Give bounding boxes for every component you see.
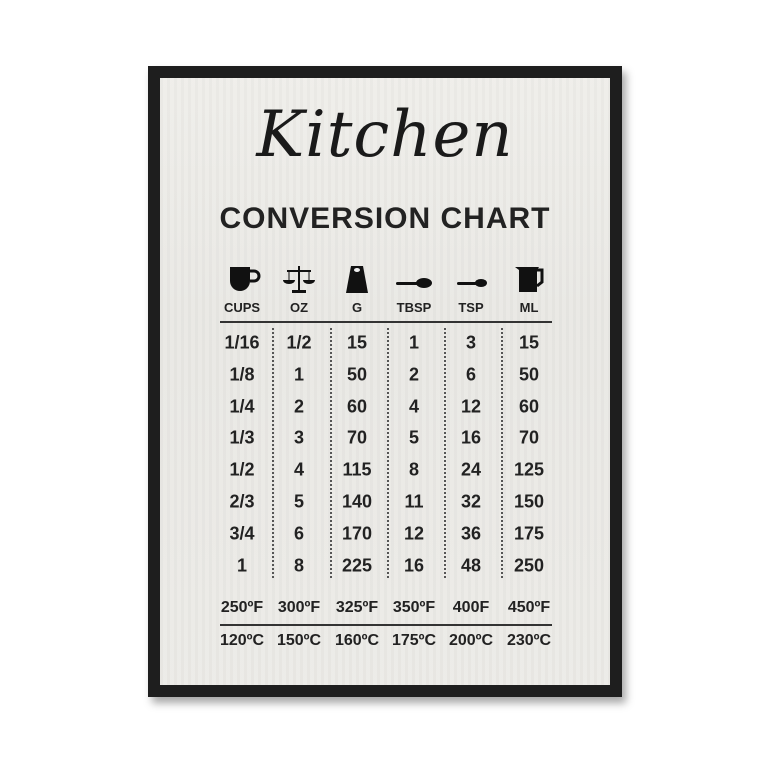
table-cell: 16 [460, 427, 482, 448]
table-cell: 1/8 [229, 364, 255, 385]
table-cell: 225 [341, 555, 373, 576]
fahrenheit-temp: 400F [452, 599, 490, 616]
table-cell: 2 [293, 396, 305, 417]
header-divider [220, 321, 552, 323]
fahrenheit-temp: 450ºF [507, 599, 551, 616]
celsius-temp: 160ºC [334, 632, 380, 649]
teaspoon-icon [451, 264, 491, 294]
print-artwork: Kitchen CONVERSION CHART CUPS OZ G TBSP TSP M… [160, 78, 610, 685]
scale-icon [279, 264, 319, 294]
table-cell: 4 [293, 459, 305, 480]
table-cell: 5 [408, 427, 420, 448]
measuring-jug-icon [509, 264, 549, 294]
table-cell: 60 [518, 396, 540, 417]
table-cell: 12 [403, 523, 425, 544]
table-cell: 8 [408, 459, 420, 480]
celsius-temp: 200ºC [448, 632, 494, 649]
table-cell: 150 [513, 491, 545, 512]
tablespoon-icon [394, 264, 434, 294]
table-cell: 140 [341, 491, 373, 512]
column-header: TSP [458, 300, 484, 315]
column-separator [387, 328, 389, 578]
column-separator [444, 328, 446, 578]
column-header: G [351, 300, 363, 315]
column-separator [501, 328, 503, 578]
table-cell: 3 [293, 427, 305, 448]
table-cell: 50 [518, 364, 540, 385]
table-cell: 60 [346, 396, 368, 417]
table-cell: 70 [346, 427, 368, 448]
table-cell: 2 [408, 364, 420, 385]
picture-frame: Kitchen CONVERSION CHART CUPS OZ G TBSP TSP M… [148, 66, 622, 697]
table-cell: 70 [518, 427, 540, 448]
column-header: ML [519, 300, 539, 315]
temperature-divider [220, 624, 552, 626]
fahrenheit-temp: 325ºF [335, 599, 379, 616]
table-cell: 1/2 [229, 459, 255, 480]
table-cell: 1/16 [224, 332, 260, 353]
table-cell: 12 [460, 396, 482, 417]
chart-title: CONVERSION CHART [219, 202, 551, 235]
table-cell: 36 [460, 523, 482, 544]
column-separator [272, 328, 274, 578]
column-separator [330, 328, 332, 578]
table-cell: 48 [460, 555, 482, 576]
column-header: OZ [289, 300, 309, 315]
table-cell: 24 [460, 459, 482, 480]
table-cell: 1/2 [286, 332, 312, 353]
table-cell: 170 [341, 523, 373, 544]
table-cell: 115 [342, 459, 372, 480]
table-cell: 5 [293, 491, 305, 512]
table-cell: 6 [465, 364, 477, 385]
table-cell: 1 [408, 332, 420, 353]
celsius-temp: 175ºC [391, 632, 437, 649]
column-header: TBSP [396, 300, 432, 315]
table-cell: 1 [236, 555, 248, 576]
fahrenheit-temp: 300ºF [277, 599, 321, 616]
weight-icon [337, 264, 377, 294]
table-cell: 15 [518, 332, 540, 353]
script-title: Kitchen [256, 98, 514, 172]
table-cell: 1/3 [229, 427, 255, 448]
celsius-temp: 150ºC [276, 632, 322, 649]
fahrenheit-temp: 350ºF [392, 599, 436, 616]
celsius-temp: 120ºC [219, 632, 265, 649]
table-cell: 11 [404, 491, 424, 512]
celsius-temp: 230ºC [506, 632, 552, 649]
table-cell: 15 [346, 332, 368, 353]
table-cell: 32 [460, 491, 482, 512]
table-cell: 1 [293, 364, 305, 385]
table-cell: 4 [408, 396, 420, 417]
table-cell: 6 [293, 523, 305, 544]
table-cell: 125 [513, 459, 545, 480]
table-cell: 8 [293, 555, 305, 576]
fahrenheit-temp: 250ºF [220, 599, 264, 616]
column-header: CUPS [223, 300, 261, 315]
table-cell: 2/3 [229, 491, 255, 512]
mug-icon [222, 264, 262, 294]
table-cell: 50 [346, 364, 368, 385]
table-cell: 250 [513, 555, 545, 576]
table-cell: 1/4 [229, 396, 255, 417]
column-icons [220, 264, 560, 296]
table-cell: 3/4 [229, 523, 255, 544]
table-cell: 16 [403, 555, 425, 576]
table-cell: 175 [513, 523, 545, 544]
table-cell: 3 [465, 332, 477, 353]
